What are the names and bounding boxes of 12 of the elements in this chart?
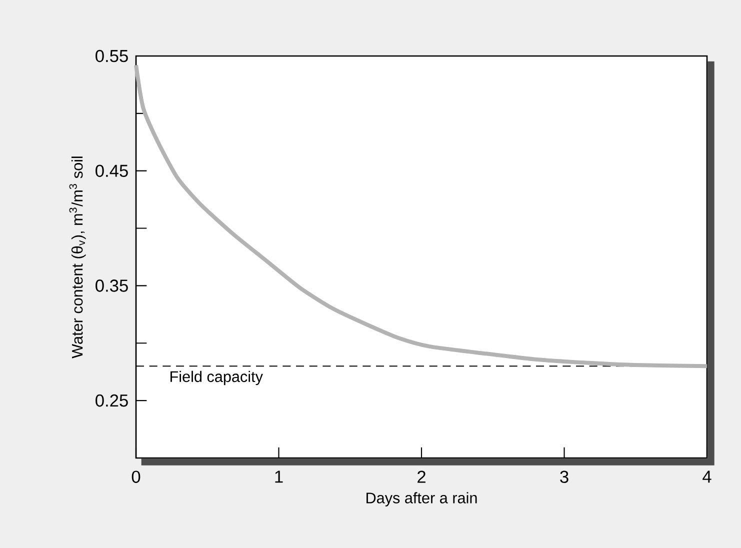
y-tick-label: 0.55 [96, 50, 128, 62]
x-tick-label: 1 [275, 470, 283, 483]
y-tick-label: 0.35 [96, 280, 128, 292]
x-tick-label: 2 [418, 470, 426, 483]
x-tick-label: 4 [702, 470, 712, 483]
x-axis-title: Days after a rain [366, 492, 477, 506]
y-axis-title: Water content (θ$_{v}$), m$^{3}$/m$^{3}$ soil [69, 156, 86, 358]
y-tick-label: 0.25 [96, 394, 128, 407]
x-tick-label: 0 [132, 470, 140, 483]
y-tick-label: 0.45 [96, 164, 128, 177]
ref-line-label: Field capacity [170, 370, 263, 386]
x-tick-label: 3 [560, 470, 568, 483]
